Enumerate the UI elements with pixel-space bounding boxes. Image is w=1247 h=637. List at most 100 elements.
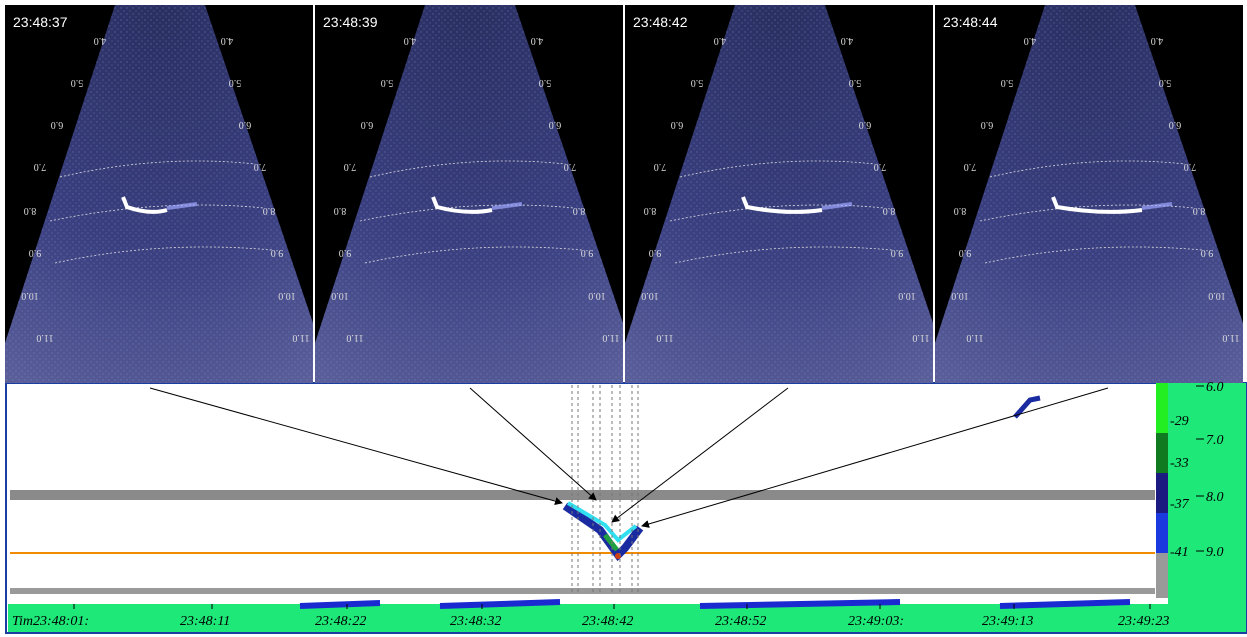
range-label: 8.0 [644, 205, 657, 216]
range-label: 6.0 [671, 119, 684, 130]
range-arc [359, 204, 575, 222]
color-scale-label: -33 [1170, 456, 1189, 471]
bottom-echoes [299, 599, 1131, 609]
range-label: 8.0 [24, 205, 37, 216]
echo-streak [821, 202, 853, 210]
range-arc [669, 204, 885, 222]
range-label: 9.0 [581, 247, 594, 258]
range-label: 10.0 [278, 290, 296, 301]
range-label: 11.0 [912, 332, 929, 343]
bottom-band [10, 588, 1155, 594]
range-arc [369, 160, 566, 178]
range-label: 8.0 [883, 205, 896, 216]
range-label: 6.0 [549, 119, 562, 130]
sonar-noise [625, 5, 933, 383]
range-label: 8.0 [263, 205, 276, 216]
sonar-panel: 4.0 4.0 5.0 5.0 6.0 6.0 7.0 7.0 8.0 8.0 9.0 9.0 10.0… [5, 5, 313, 383]
panel-time: 23:48:39 [323, 14, 378, 30]
range-label: 6.0 [981, 119, 994, 130]
range-label: 9.0 [29, 247, 42, 258]
sonar-panel: 4.0 4.0 5.0 5.0 6.0 6.0 7.0 7.0 8.0 8.0 9.0 9.0 10.0… [315, 5, 623, 383]
range-label: 5.0 [71, 77, 84, 88]
sonar-noise [5, 5, 313, 383]
range-label: 9.0 [649, 247, 662, 258]
range-label: 5.0 [849, 77, 862, 88]
depth-tick-label: 9.0 [1206, 545, 1224, 560]
panel-time: 23:48:42 [633, 14, 688, 30]
time-axis-bg [8, 604, 1246, 632]
time-tick-label: 23:49:03: [848, 614, 904, 629]
range-label: 7.0 [874, 161, 887, 172]
range-label: 4.0 [714, 35, 727, 46]
range-label: 11.0 [346, 332, 363, 343]
depth-tick-label: 6.0 [1206, 380, 1224, 395]
echo-streak [491, 202, 523, 210]
range-label: 7.0 [964, 161, 977, 172]
echo-streak [166, 202, 198, 210]
range-label: 11.0 [602, 332, 619, 343]
panel-time: 23:48:44 [943, 14, 998, 30]
time-tick-label: 23:48:32 [450, 614, 501, 629]
range-label: 5.0 [1159, 77, 1172, 88]
range-label: 10.0 [898, 290, 916, 301]
range-label: 4.0 [1024, 35, 1037, 46]
range-label: 7.0 [254, 161, 267, 172]
range-label: 11.0 [292, 332, 309, 343]
range-label: 11.0 [966, 332, 983, 343]
panel-time: 23:48:37 [13, 14, 68, 30]
range-label: 10.0 [641, 290, 659, 301]
track-mark [741, 196, 823, 214]
range-label: 6.0 [239, 119, 252, 130]
range-label: 7.0 [1184, 161, 1197, 172]
sonar-noise [935, 5, 1243, 383]
range-label: 9.0 [1201, 247, 1214, 258]
range-label: 7.0 [564, 161, 577, 172]
range-label: 8.0 [1193, 205, 1206, 216]
depth-axis-bg [1168, 383, 1246, 604]
track-mark [1051, 196, 1143, 214]
echo-streak [1141, 202, 1173, 210]
range-arc [679, 160, 876, 178]
sonar-noise [315, 5, 623, 383]
range-label: 5.0 [381, 77, 394, 88]
range-label: 5.0 [229, 77, 242, 88]
time-tick-label: 23:49:13 [982, 614, 1033, 629]
range-label: 8.0 [573, 205, 586, 216]
range-label: 11.0 [36, 332, 53, 343]
range-label: 8.0 [334, 205, 347, 216]
range-label: 9.0 [891, 247, 904, 258]
range-label: 6.0 [361, 119, 374, 130]
range-arc [989, 160, 1186, 178]
time-tick-label: 23:49:23 [1118, 614, 1169, 629]
color-scale-label: -37 [1170, 497, 1190, 512]
arrows [149, 387, 1109, 528]
range-label: 4.0 [221, 35, 234, 46]
range-label: 9.0 [339, 247, 352, 258]
range-label: 10.0 [21, 290, 39, 301]
range-label: 6.0 [1169, 119, 1182, 130]
color-bar [1156, 383, 1168, 598]
range-label: 5.0 [1001, 77, 1014, 88]
range-label: 10.0 [951, 290, 969, 301]
surface-band [10, 490, 1155, 500]
range-label: 10.0 [588, 290, 606, 301]
range-label: 9.0 [959, 247, 972, 258]
range-label: 6.0 [51, 119, 64, 130]
time-tick-label: 23:48:22 [315, 614, 366, 629]
color-scale-label: -29 [1170, 414, 1189, 429]
depth-tick-label: 8.0 [1206, 490, 1224, 505]
range-label: 4.0 [531, 35, 544, 46]
ping-markers [571, 385, 639, 595]
time-tick-label: 23:48:11 [180, 614, 230, 629]
range-label: 6.0 [859, 119, 872, 130]
range-label: 11.0 [1222, 332, 1239, 343]
range-arc [49, 204, 265, 222]
range-label: 7.0 [34, 161, 47, 172]
range-label: 9.0 [271, 247, 284, 258]
depth-tick-label: 7.0 [1206, 433, 1224, 448]
range-label: 5.0 [539, 77, 552, 88]
range-label: 4.0 [404, 35, 417, 46]
time-tick-label: 23:48:52 [715, 614, 766, 629]
time-tick-label: Tim23:48:01: [12, 614, 89, 629]
